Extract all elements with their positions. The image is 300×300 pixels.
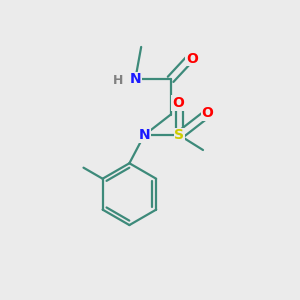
Text: H: H: [112, 74, 123, 87]
Text: N: N: [138, 128, 150, 142]
Text: O: O: [172, 96, 184, 110]
Text: S: S: [174, 128, 184, 142]
Text: N: N: [130, 72, 141, 86]
Text: O: O: [186, 52, 198, 66]
Text: O: O: [202, 106, 213, 120]
